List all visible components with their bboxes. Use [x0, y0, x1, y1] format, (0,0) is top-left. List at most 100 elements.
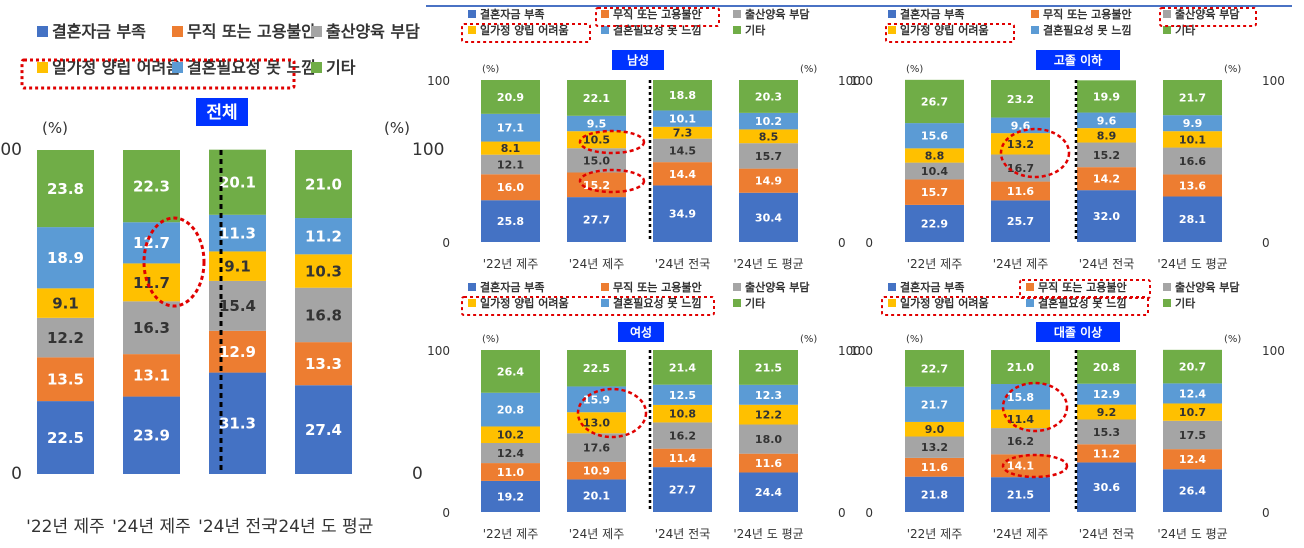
bar-segment-job: [653, 448, 712, 468]
data-label-etc: 23.8: [47, 180, 84, 198]
legend-label-child: 출산양육 부담: [1175, 7, 1240, 21]
bar-segment-balance: [37, 288, 94, 318]
legend-swatch-job: [601, 10, 609, 18]
bar-segment-need: [739, 384, 798, 405]
legend-swatch-need: [601, 26, 609, 34]
legend-label-etc: 기타: [745, 23, 766, 37]
bar-segment-job: [905, 179, 964, 205]
data-label-job: 11.6: [755, 457, 782, 470]
y-tick-100-left: 100: [850, 344, 873, 358]
top-divider-line: [426, 5, 1292, 7]
bar-segment-funds: [1077, 190, 1136, 242]
data-label-child: 12.4: [497, 447, 524, 460]
bar-segment-etc: [567, 350, 626, 387]
legend-swatch-balance: [888, 299, 896, 307]
data-label-child: 17.5: [1179, 429, 1206, 442]
y-tick-100-right: 100: [1262, 344, 1285, 358]
bar-segment-job: [481, 174, 540, 201]
bar-segment-balance: [653, 126, 712, 139]
legend-swatch-job: [1031, 10, 1039, 18]
legend-swatch-need: [601, 299, 609, 307]
legend-label-job: 무직 또는 고용불안: [1038, 280, 1127, 294]
data-label-funds: 22.5: [47, 429, 84, 447]
data-label-need: 9.5: [587, 117, 607, 130]
bar-segment-funds: [653, 185, 712, 242]
bar-segment-child: [739, 143, 798, 169]
y-unit-left: (%): [482, 64, 499, 75]
bar-segment-balance: [1077, 404, 1136, 420]
data-label-need: 11.3: [219, 225, 256, 243]
data-label-etc: 20.1: [219, 174, 256, 192]
bar-segment-balance: [1163, 131, 1222, 148]
legend-label-balance: 일가정 양립 어려움: [900, 23, 989, 37]
legend-highlight-box: [595, 7, 720, 27]
data-label-funds: 21.5: [1007, 489, 1034, 502]
legend-label-funds: 결혼자금 부족: [900, 280, 965, 294]
y-tick-100-left: 100: [850, 74, 873, 88]
y-tick-0-left: 0: [442, 236, 450, 250]
legend-swatch-funds: [37, 26, 48, 37]
x-category-label: '24년 도 평균: [733, 527, 803, 541]
data-label-etc: 21.7: [1179, 92, 1206, 105]
legend-swatch-balance: [468, 26, 476, 34]
data-label-funds: 22.9: [921, 217, 948, 230]
data-label-balance: 13.2: [1007, 138, 1034, 151]
x-category-label: '22년 제주: [907, 527, 963, 541]
bar-segment-funds: [739, 192, 798, 242]
legend-swatch-etc: [1163, 299, 1171, 307]
bar-segment-need: [37, 227, 94, 289]
bar-segment-job: [481, 463, 540, 481]
bar-segment-balance: [481, 426, 540, 443]
bar-segment-etc: [567, 80, 626, 116]
legend-label-need: 결혼필요성 못 느낌: [1043, 23, 1132, 37]
legend-swatch-need: [1026, 299, 1034, 307]
bar-segment-balance: [567, 412, 626, 434]
y-tick-100-right: 100: [838, 74, 861, 88]
y-unit-left: (%): [42, 119, 68, 137]
bar-segment-balance: [1077, 128, 1136, 143]
bar-segment-job: [991, 181, 1050, 201]
data-label-etc: 21.4: [669, 361, 696, 374]
bar-segment-job: [1077, 167, 1136, 191]
data-label-job: 13.6: [1179, 179, 1206, 192]
legend-swatch-child: [1163, 10, 1171, 18]
data-label-balance: 8.5: [759, 130, 779, 143]
bar-segment-etc: [1163, 80, 1222, 116]
highlight-ellipse: [1001, 453, 1069, 479]
data-label-funds: 30.6: [1093, 481, 1120, 494]
y-tick-0-right: 0: [838, 236, 846, 250]
panel-title-box: [612, 50, 664, 70]
bar-segment-child: [481, 442, 540, 464]
bar-segment-etc: [739, 80, 798, 113]
bar-segment-etc: [37, 150, 94, 228]
y-tick-0-right: 0: [1262, 506, 1270, 520]
y-tick-0-left: 0: [442, 506, 450, 520]
data-label-etc: 19.9: [1093, 90, 1120, 103]
x-category-label: '24년 제주: [569, 257, 625, 271]
bar-segment-child: [1077, 142, 1136, 168]
bar-segment-etc: [209, 149, 266, 215]
legend-label-funds: 결혼자금 부족: [480, 280, 545, 294]
data-label-balance: 11.7: [133, 274, 170, 292]
panel-title: 여성: [630, 324, 652, 339]
bar-segment-balance: [295, 254, 352, 288]
bar-segment-etc: [1077, 80, 1136, 113]
x-category-label: '24년 제주: [569, 527, 625, 541]
legend-swatch-job: [172, 26, 183, 37]
bar-segment-child: [123, 301, 180, 355]
bar-segment-balance: [653, 404, 712, 423]
legend-highlight-box: [461, 23, 591, 43]
data-label-balance: 9.1: [224, 258, 251, 276]
data-label-job: 14.4: [669, 168, 696, 181]
bar-segment-funds: [567, 479, 626, 512]
legend-label-job: 무직 또는 고용불안: [187, 22, 316, 41]
bar-segment-need: [1077, 383, 1136, 405]
data-label-balance: 9.1: [52, 294, 79, 312]
legend-highlight-box: [881, 296, 1149, 316]
legend-label-funds: 결혼자금 부족: [52, 22, 146, 41]
data-label-need: 12.4: [1179, 387, 1206, 400]
legend-swatch-need: [1031, 26, 1039, 34]
